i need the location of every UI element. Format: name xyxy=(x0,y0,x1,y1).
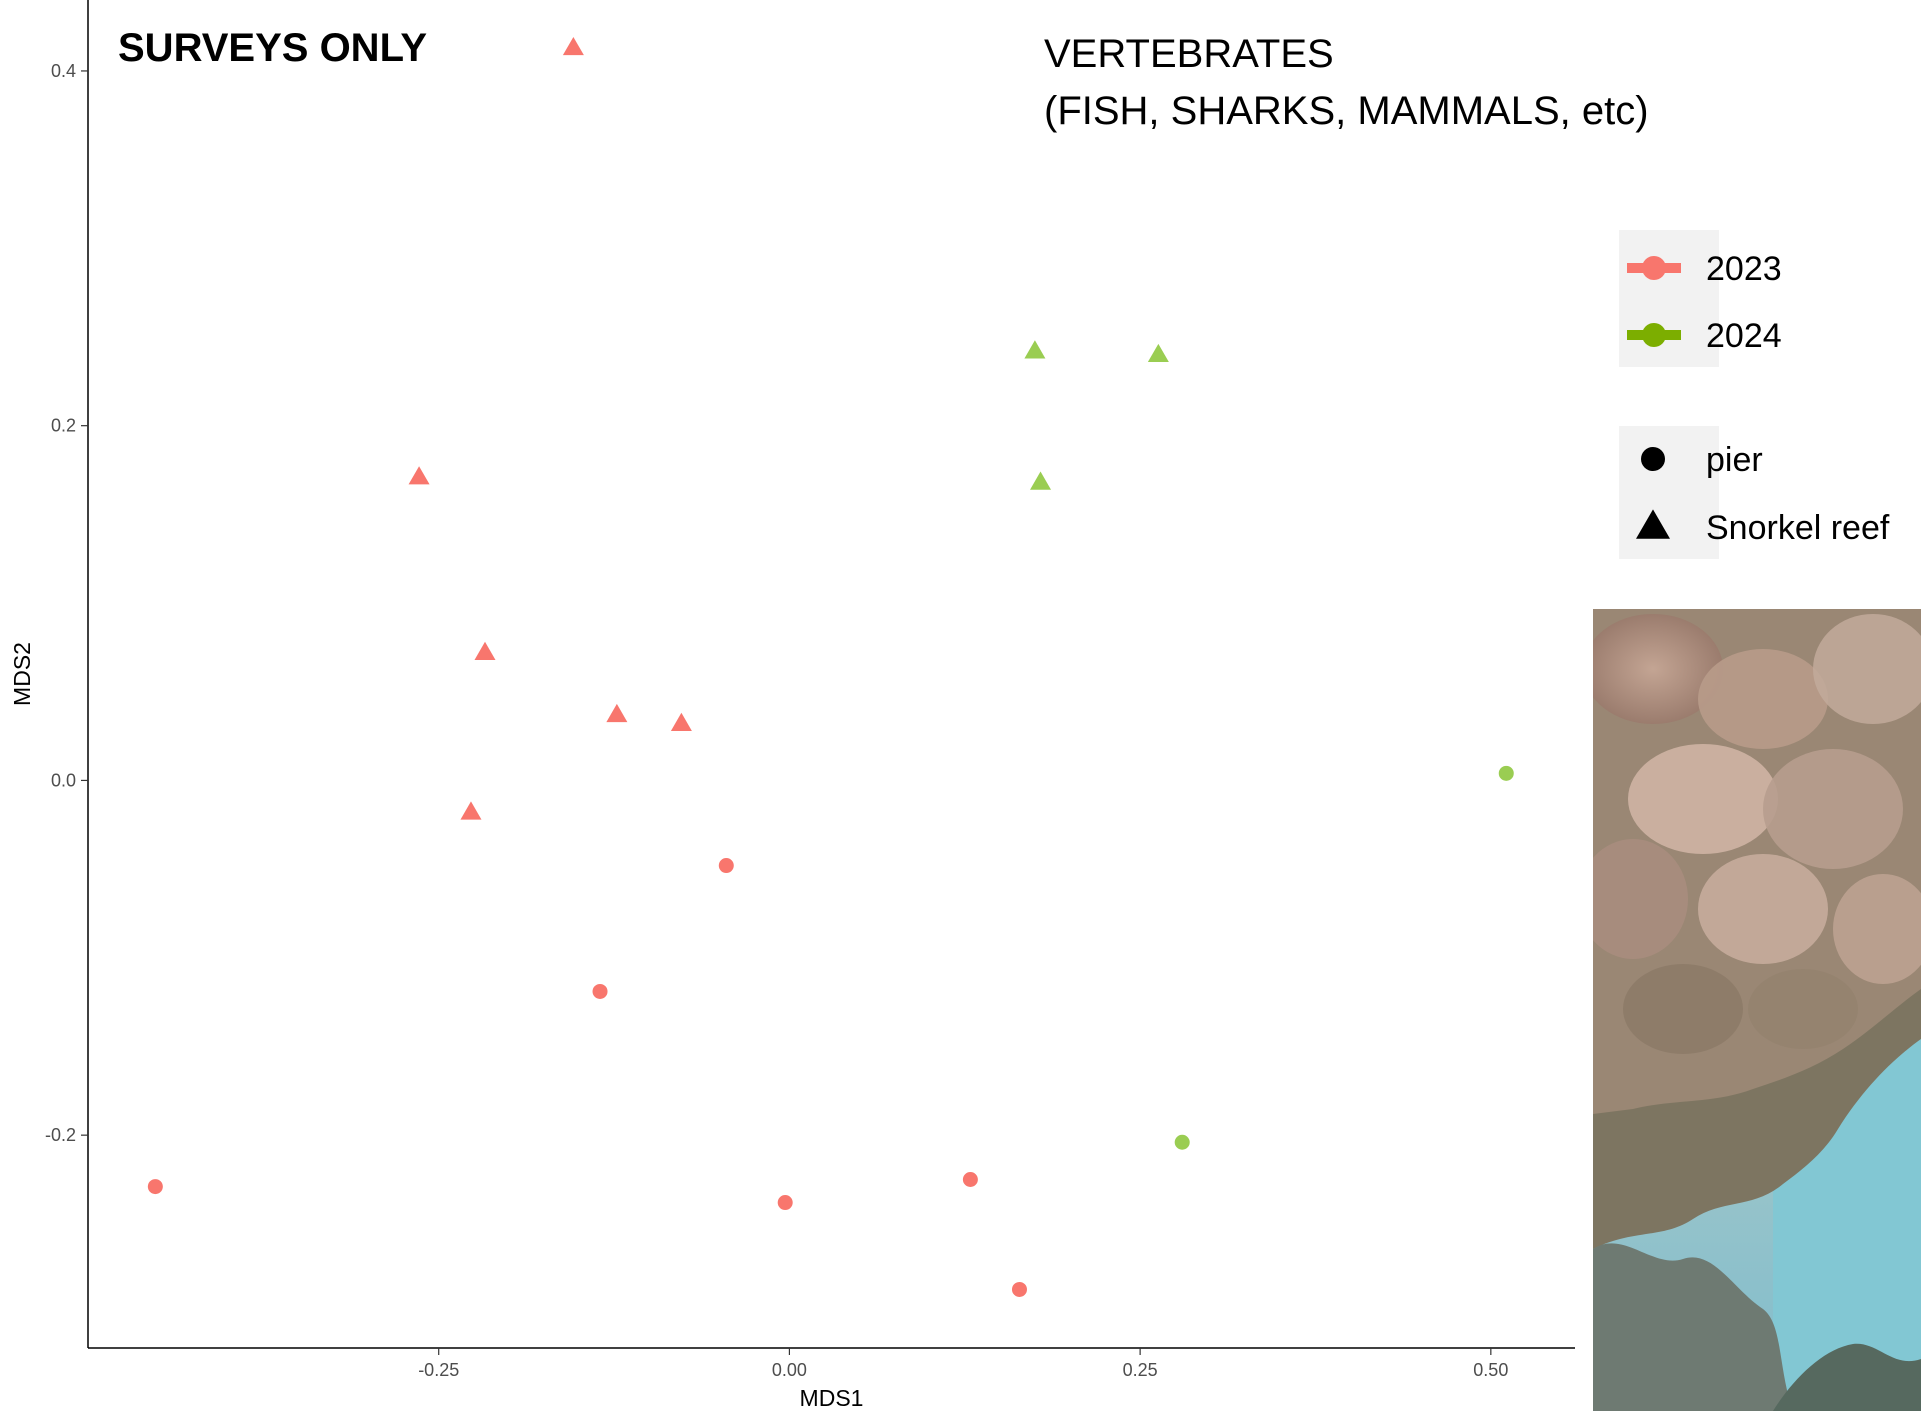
data-point-circle xyxy=(718,858,734,874)
surveys-only-heading: SURVEYS ONLY xyxy=(118,26,428,70)
data-point-circle xyxy=(147,1179,163,1195)
legend-shape-circle xyxy=(1641,447,1665,471)
legend-shape-key-bg xyxy=(1619,426,1719,559)
x-tick-label: 0.50 xyxy=(1473,1360,1508,1380)
legend-color-key-bg xyxy=(1619,230,1719,367)
data-point-triangle xyxy=(1147,343,1169,363)
data-points xyxy=(147,36,1514,1297)
data-point-circle xyxy=(777,1195,793,1211)
data-point-triangle xyxy=(562,36,584,56)
legend-color-label: 2024 xyxy=(1706,317,1782,355)
data-point-triangle xyxy=(1030,471,1052,490)
data-point-triangle xyxy=(474,641,496,660)
data-point-circle xyxy=(1011,1281,1027,1297)
data-point-circle xyxy=(962,1172,978,1187)
ticks: -0.25 0.00 0.25 0.50 -0.2 0.0 0.2 0.4 xyxy=(45,61,1508,1380)
legend-color-dot xyxy=(1642,256,1666,280)
data-point-triangle xyxy=(606,703,628,723)
y-axis-title: MDS2 xyxy=(9,642,35,706)
legend: 2023 2024 pier Snorkel reef xyxy=(1619,230,1890,559)
data-point-triangle xyxy=(670,712,692,731)
underwater-reef-photo xyxy=(1593,609,1921,1411)
y-tick-label: 0.4 xyxy=(51,61,76,81)
legend-shape-label: pier xyxy=(1706,441,1763,479)
data-point-triangle xyxy=(1024,340,1046,359)
legend-color-label: 2023 xyxy=(1706,250,1782,288)
taxon-group-label: VERTEBRATES (FISH, SHARKS, MAMMALS, etc) xyxy=(1044,26,1649,140)
y-tick-label: 0.2 xyxy=(51,416,76,436)
data-point-circle xyxy=(1174,1134,1190,1150)
x-tick-label: 0.00 xyxy=(772,1360,807,1380)
data-point-circle xyxy=(592,983,608,999)
data-point-triangle xyxy=(460,801,482,820)
taxon-group-line-1: VERTEBRATES xyxy=(1044,32,1334,76)
reef-photo-illustration xyxy=(1593,609,1921,1411)
y-tick-label: 0.0 xyxy=(51,770,76,790)
taxon-group-line-2: (FISH, SHARKS, MAMMALS, etc) xyxy=(1044,89,1649,133)
axes: MDS1 MDS2 xyxy=(9,0,1575,1411)
y-tick-label: -0.2 xyxy=(45,1125,76,1145)
x-axis-title: MDS1 xyxy=(800,1385,864,1411)
legend-shape-label: Snorkel reef xyxy=(1706,509,1890,547)
legend-color-dot xyxy=(1642,323,1666,347)
legend-shape-triangle xyxy=(1636,509,1670,539)
x-tick-label: 0.25 xyxy=(1123,1360,1158,1380)
data-point-triangle xyxy=(408,466,430,485)
x-tick-label: -0.25 xyxy=(418,1360,459,1380)
data-point-circle xyxy=(1498,765,1514,781)
